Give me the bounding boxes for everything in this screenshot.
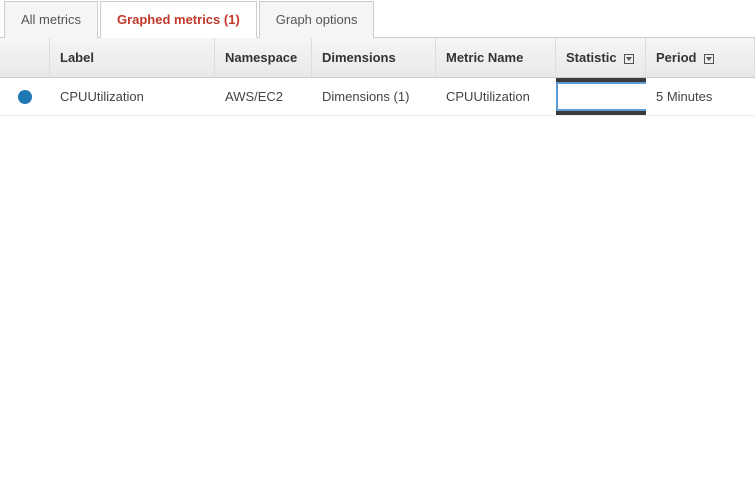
cell-period[interactable]: 5 Minutes — [646, 78, 755, 115]
tabs-bar: All metrics Graphed metrics (1) Graph op… — [0, 0, 755, 38]
dropdown-search-input[interactable] — [556, 82, 646, 111]
dropdown-box-icon — [624, 54, 634, 64]
header-statistic-label: Statistic — [566, 50, 617, 65]
cell-statistic[interactable]: Average Average Minimum Maximum Sum Data… — [556, 78, 646, 115]
header-dimensions[interactable]: Dimensions — [312, 38, 436, 77]
dropdown-search-wrap — [556, 82, 646, 111]
tab-graphed-metrics[interactable]: Graphed metrics (1) — [100, 1, 257, 38]
series-color-swatch[interactable] — [18, 90, 32, 104]
header-label[interactable]: Label — [50, 38, 215, 77]
header-period[interactable]: Period — [646, 38, 755, 77]
header-namespace[interactable]: Namespace — [215, 38, 312, 77]
header-period-label: Period — [656, 50, 696, 65]
header-statistic[interactable]: Statistic — [556, 38, 646, 77]
table-row: CPUUtilization AWS/EC2 Dimensions (1) CP… — [0, 78, 755, 116]
cell-metric: CPUUtilization — [436, 78, 556, 115]
statistic-dropdown: Average Minimum Maximum Sum Data Samples… — [556, 78, 646, 115]
header-color — [0, 38, 50, 77]
tab-graph-options[interactable]: Graph options — [259, 1, 375, 38]
cell-label[interactable]: CPUUtilization — [50, 78, 215, 115]
table-header: Label Namespace Dimensions Metric Name S… — [0, 38, 755, 78]
tab-all-metrics[interactable]: All metrics — [4, 1, 98, 38]
cell-color[interactable] — [0, 79, 50, 115]
cell-dimensions[interactable]: Dimensions (1) — [312, 78, 436, 115]
dropdown-box-icon — [704, 54, 714, 64]
cell-namespace: AWS/EC2 — [215, 78, 312, 115]
header-metric[interactable]: Metric Name — [436, 38, 556, 77]
